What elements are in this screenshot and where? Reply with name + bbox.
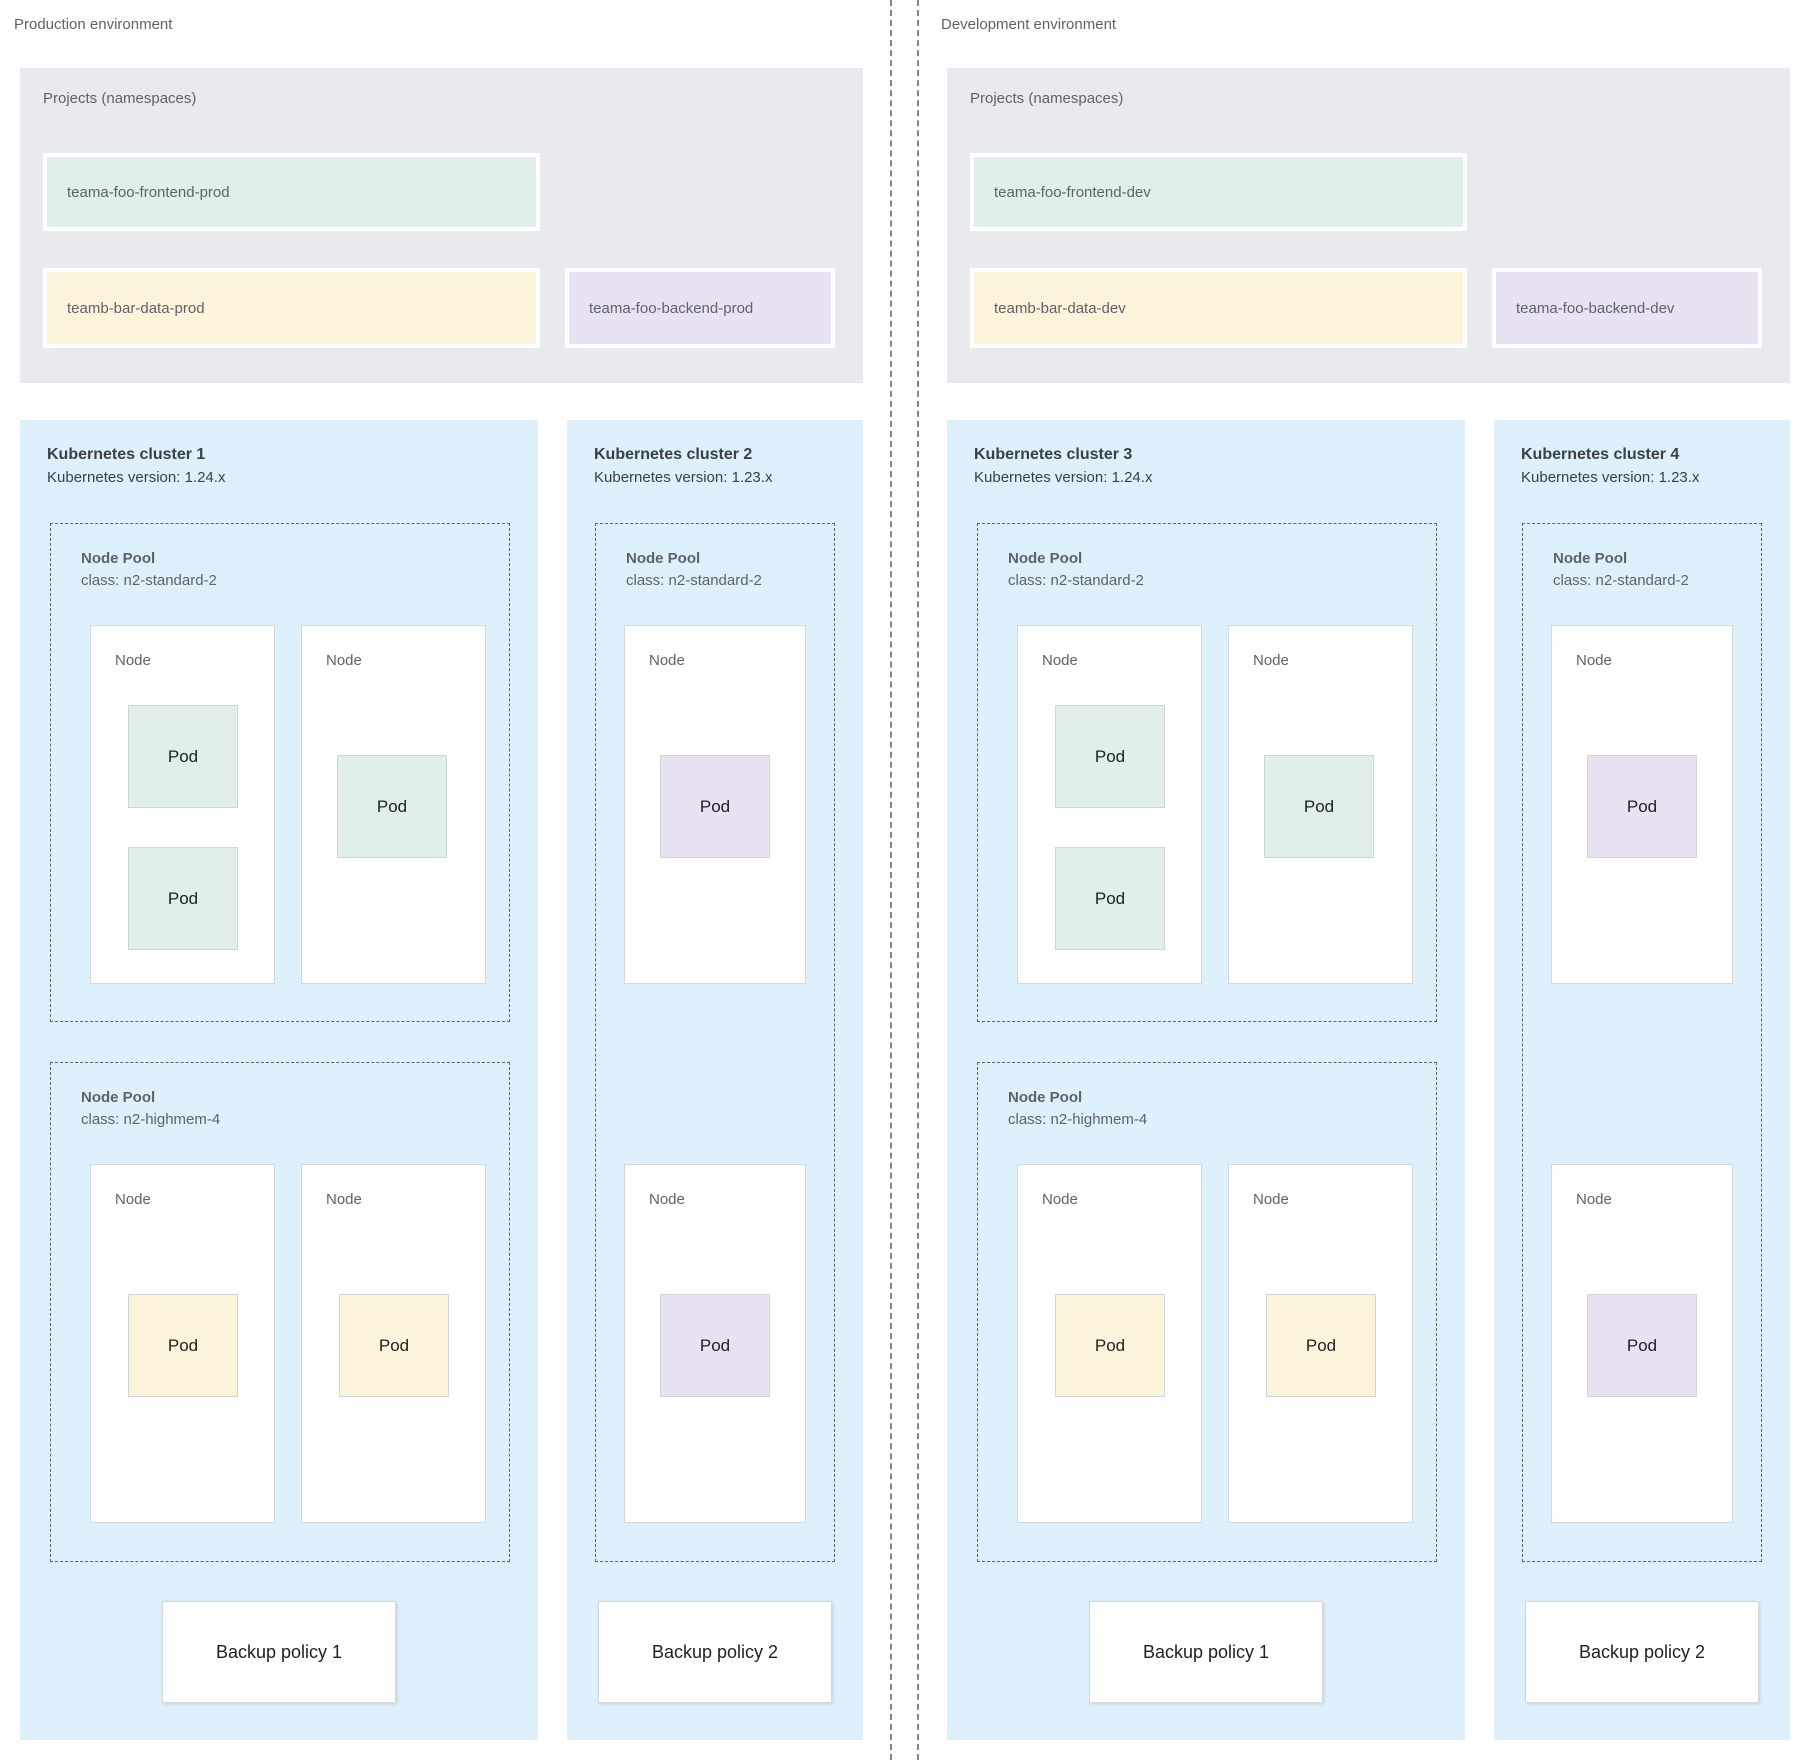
backup-policy-box: Backup policy 2	[1525, 1601, 1759, 1703]
namespace-label: teama-foo-frontend-dev	[994, 183, 1151, 201]
cluster-title: Kubernetes cluster 1	[47, 446, 206, 463]
namespace-label: teama-foo-frontend-prod	[67, 183, 230, 201]
node-pool-class: class: n2-standard-2	[626, 572, 762, 589]
node-pool-title: Node Pool	[1008, 550, 1083, 567]
pod: Pod	[128, 705, 238, 808]
node-pool-class: class: n2-highmem-4	[1008, 1111, 1148, 1128]
node-label: Node	[1253, 1191, 1289, 1208]
node-box: Node Pod Pod	[90, 625, 275, 984]
backup-policy-box: Backup policy 2	[598, 1601, 832, 1703]
pod: Pod	[1587, 1294, 1697, 1397]
kubernetes-cluster-1-box: Kubernetes cluster 1 Kubernetes version:…	[20, 420, 538, 1740]
node-pool-box: Node Pool class: n2-standard-2 Node Pod …	[595, 523, 835, 1562]
namespace-box-data: teamb-bar-data-prod	[43, 268, 540, 348]
node-box: Node Pod	[1551, 625, 1733, 984]
pod: Pod	[1587, 755, 1697, 858]
kubernetes-cluster-3-box: Kubernetes cluster 3 Kubernetes version:…	[947, 420, 1465, 1740]
cluster-version: Kubernetes version: 1.23.x	[1521, 469, 1700, 486]
pod: Pod	[337, 755, 447, 858]
node-label: Node	[326, 652, 362, 669]
namespace-box-frontend: teama-foo-frontend-dev	[970, 153, 1467, 231]
cluster-title: Kubernetes cluster 3	[974, 446, 1133, 463]
node-box: Node Pod	[90, 1164, 275, 1523]
backup-policy-box: Backup policy 1	[162, 1601, 396, 1703]
node-box: Node Pod	[1017, 1164, 1202, 1523]
environment-divider-line	[890, 0, 892, 1760]
pod: Pod	[339, 1294, 449, 1397]
namespace-label: teama-foo-backend-dev	[1516, 299, 1675, 317]
projects-title: Projects (namespaces)	[970, 90, 1124, 107]
node-pool-class: class: n2-standard-2	[1008, 572, 1144, 589]
environment-label: Development environment	[941, 16, 1117, 33]
node-label: Node	[1576, 652, 1612, 669]
node-pool-box: Node Pool class: n2-standard-2 Node Pod …	[50, 523, 510, 1022]
namespace-box-backend: teama-foo-backend-dev	[1492, 268, 1762, 348]
node-label: Node	[1253, 652, 1289, 669]
node-label: Node	[1576, 1191, 1612, 1208]
node-pool-class: class: n2-standard-2	[81, 572, 217, 589]
node-pool-box: Node Pool class: n2-standard-2 Node Pod …	[977, 523, 1437, 1022]
projects-namespaces-box: Projects (namespaces) teama-foo-frontend…	[20, 68, 863, 383]
pod: Pod	[1266, 1294, 1376, 1397]
node-label: Node	[1042, 1191, 1078, 1208]
pod: Pod	[1055, 847, 1165, 950]
node-pool-class: class: n2-highmem-4	[81, 1111, 221, 1128]
development-environment-section: Development environment Projects (namesp…	[941, 0, 1790, 1760]
namespace-box-data: teamb-bar-data-dev	[970, 268, 1467, 348]
node-box: Node Pod	[301, 1164, 486, 1523]
node-pool-title: Node Pool	[1008, 1089, 1083, 1106]
node-box: Node Pod	[1228, 1164, 1413, 1523]
node-label: Node	[326, 1191, 362, 1208]
pod: Pod	[128, 1294, 238, 1397]
pod: Pod	[1055, 1294, 1165, 1397]
node-box: Node Pod	[1551, 1164, 1733, 1523]
environment-divider-line	[917, 0, 919, 1760]
environment-label: Production environment	[14, 16, 173, 33]
node-pool-title: Node Pool	[81, 550, 156, 567]
cluster-version: Kubernetes version: 1.24.x	[974, 469, 1153, 486]
pod: Pod	[660, 1294, 770, 1397]
node-box: Node Pod Pod	[1017, 625, 1202, 984]
production-environment-section: Production environment Projects (namespa…	[14, 0, 863, 1760]
kubernetes-cluster-4-box: Kubernetes cluster 4 Kubernetes version:…	[1494, 420, 1790, 1740]
node-pool-class: class: n2-standard-2	[1553, 572, 1689, 589]
node-pool-box: Node Pool class: n2-standard-2 Node Pod …	[1522, 523, 1762, 1562]
namespace-label: teamb-bar-data-dev	[994, 299, 1126, 317]
node-box: Node Pod	[624, 625, 806, 984]
namespace-label: teama-foo-backend-prod	[589, 299, 754, 317]
projects-namespaces-box: Projects (namespaces) teama-foo-frontend…	[947, 68, 1790, 383]
kubernetes-cluster-2-box: Kubernetes cluster 2 Kubernetes version:…	[567, 420, 863, 1740]
namespace-box-backend: teama-foo-backend-prod	[565, 268, 835, 348]
node-pool-title: Node Pool	[81, 1089, 156, 1106]
node-pool-box: Node Pool class: n2-highmem-4 Node Pod N…	[977, 1062, 1437, 1562]
cluster-version: Kubernetes version: 1.23.x	[594, 469, 773, 486]
pod: Pod	[1055, 705, 1165, 808]
pod: Pod	[128, 847, 238, 950]
namespace-label: teamb-bar-data-prod	[67, 299, 205, 317]
node-box: Node Pod	[624, 1164, 806, 1523]
cluster-version: Kubernetes version: 1.24.x	[47, 469, 226, 486]
cluster-title: Kubernetes cluster 4	[1521, 446, 1680, 463]
namespace-box-frontend: teama-foo-frontend-prod	[43, 153, 540, 231]
projects-title: Projects (namespaces)	[43, 90, 197, 107]
node-label: Node	[649, 652, 685, 669]
backup-policy-box: Backup policy 1	[1089, 1601, 1323, 1703]
node-label: Node	[115, 1191, 151, 1208]
node-label: Node	[649, 1191, 685, 1208]
cluster-title: Kubernetes cluster 2	[594, 446, 753, 463]
node-pool-box: Node Pool class: n2-highmem-4 Node Pod N…	[50, 1062, 510, 1562]
node-box: Node Pod	[1228, 625, 1413, 984]
node-pool-title: Node Pool	[626, 550, 701, 567]
node-pool-title: Node Pool	[1553, 550, 1628, 567]
pod: Pod	[660, 755, 770, 858]
node-label: Node	[115, 652, 151, 669]
node-box: Node Pod	[301, 625, 486, 984]
node-label: Node	[1042, 652, 1078, 669]
pod: Pod	[1264, 755, 1374, 858]
